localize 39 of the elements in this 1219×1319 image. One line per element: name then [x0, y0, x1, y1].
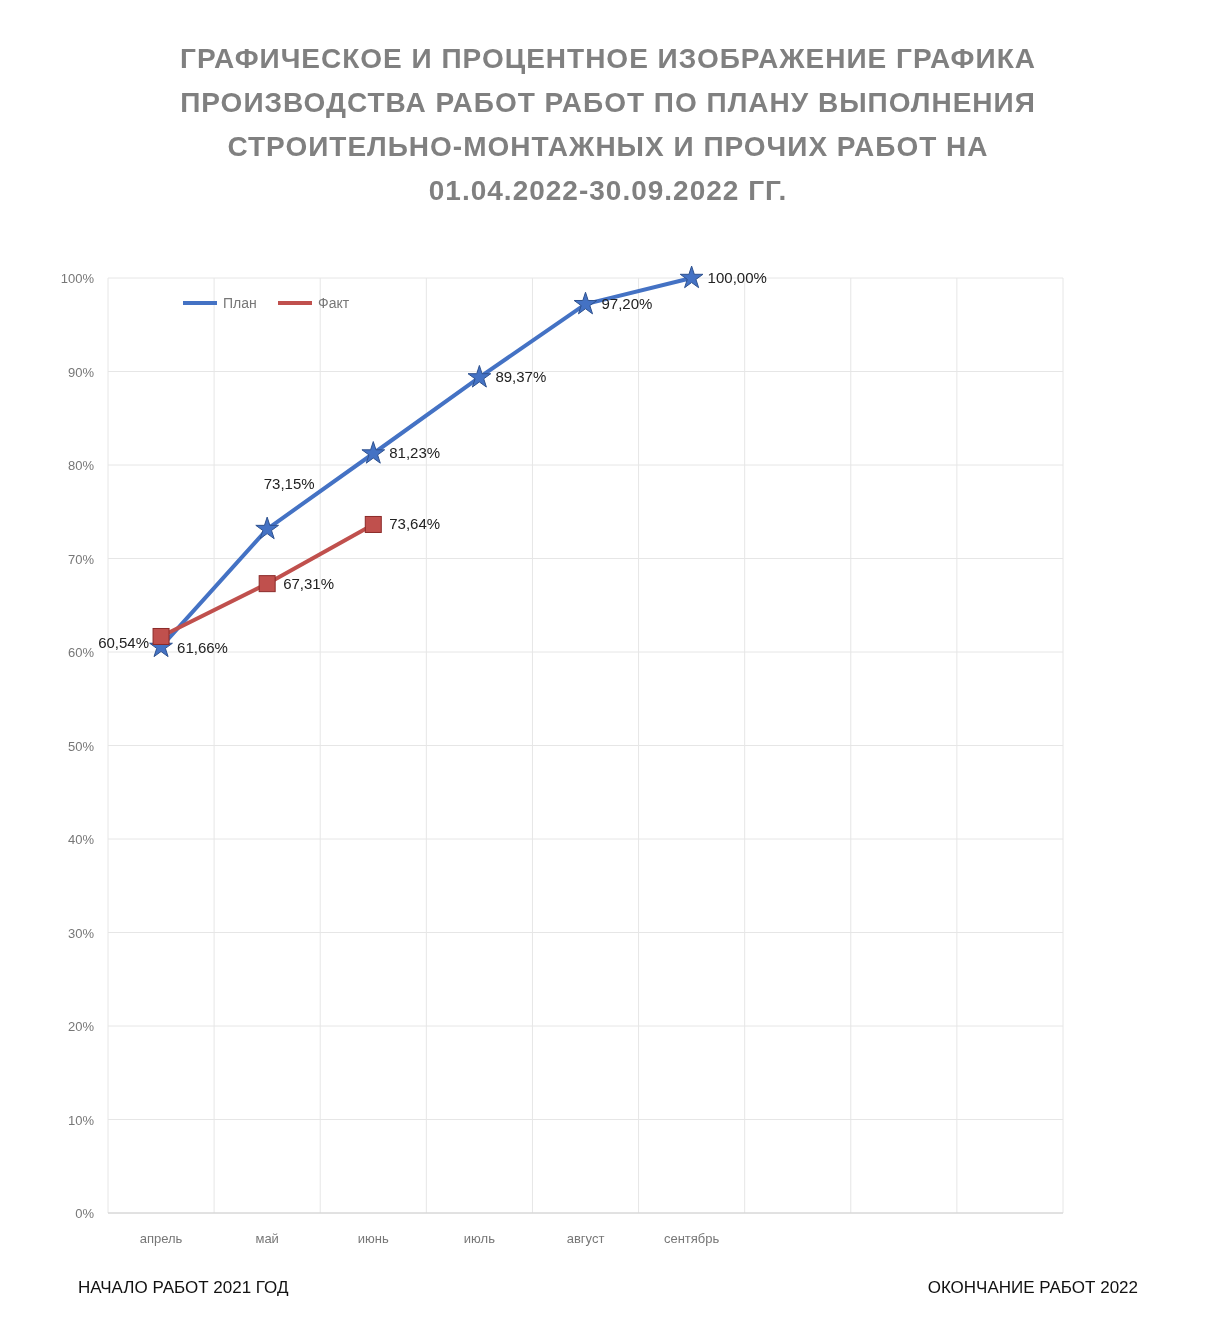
y-tick-label: 50%	[67, 738, 95, 754]
y-tick-label: 100%	[60, 271, 95, 286]
data-label: 81,23%	[389, 444, 441, 462]
y-tick-label: 80%	[67, 458, 95, 473]
x-tick-label: май	[255, 1231, 279, 1246]
data-label: 67,31%	[283, 574, 335, 592]
text: ОКОНЧАНИЕ РАБОТ 2022	[927, 1278, 1138, 1297]
legend-label: Факт	[318, 295, 350, 311]
data-label: 60,54%	[98, 633, 150, 651]
y-tick-label: 40%	[67, 832, 95, 847]
point	[361, 441, 386, 464]
data-label: 61,66%	[177, 639, 228, 657]
point	[467, 364, 492, 388]
x-tick-label: июнь	[357, 1231, 389, 1246]
data-label: 100,00%	[707, 269, 767, 286]
y-tick-label: 10%	[67, 1112, 95, 1128]
text: НАЧАЛО РАБОТ 2021 ГОД	[78, 1278, 289, 1297]
data-label: 97,20%	[601, 295, 653, 313]
point	[679, 265, 704, 289]
point	[573, 291, 598, 315]
y-tick-label: 90%	[67, 364, 95, 380]
point	[255, 516, 280, 540]
x-tick-label: июль	[463, 1231, 496, 1246]
point	[152, 627, 170, 645]
y-tick-label: 0%	[75, 1206, 95, 1221]
y-tick-label: 30%	[67, 925, 95, 941]
data-label: 89,37%	[495, 368, 547, 386]
y-tick-label: 60%	[67, 645, 95, 660]
point	[364, 515, 382, 533]
point	[258, 575, 276, 593]
x-tick-label: апрель	[139, 1231, 183, 1246]
y-tick-label: 70%	[67, 551, 95, 567]
chart-title: ГРАФИЧЕСКОЕ И ПРОЦЕНТНОЕ ИЗОБРАЖЕНИЕ ГРАФИКА ПРОИЗВОДСТВА РАБОТ РАБОТ ПО ПЛАНУ ВЫПОЛНЕНИЯ СТРОИТЕЛЬНО-МОНТАЖНЫХ И ПРОЧИХ РАБОТ НА 01.04.2022-30.09.2022 ГГ.	[180, 43, 1036, 206]
legend-label: План	[223, 295, 257, 311]
data-label: 73,64%	[389, 515, 441, 533]
x-tick-label: сентябрь	[663, 1231, 720, 1246]
data-label: 73,15%	[263, 475, 315, 493]
x-tick-label: август	[566, 1231, 605, 1246]
y-tick-label: 20%	[67, 1019, 95, 1034]
